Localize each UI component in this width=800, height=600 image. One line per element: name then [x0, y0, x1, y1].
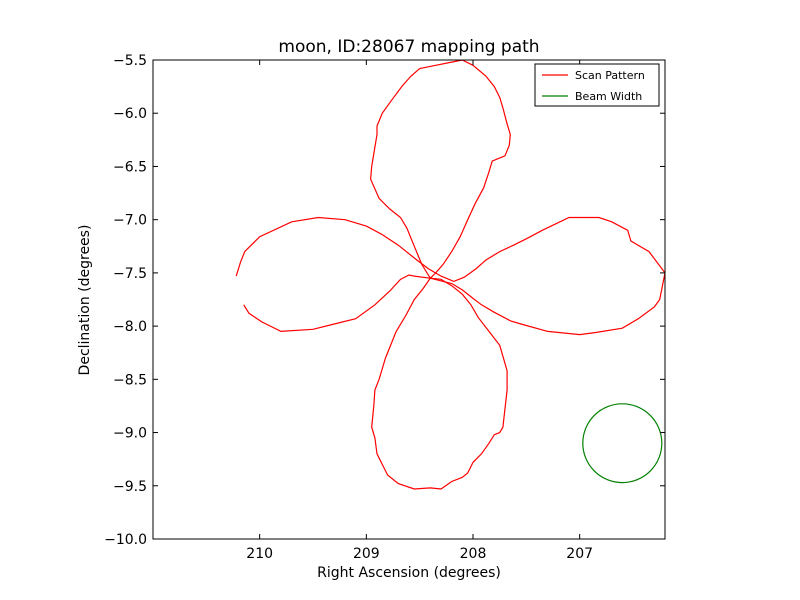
- legend-label-scan-pattern: Scan Pattern: [575, 69, 645, 82]
- y-tick-label: −5.5: [113, 53, 147, 69]
- x-tick-label: 209: [353, 546, 380, 562]
- x-axis-ticks: 210 209 208 207: [246, 60, 593, 562]
- y-tick-label: −7.0: [113, 213, 147, 229]
- beam-width-circle: [582, 403, 663, 484]
- legend: Scan Pattern Beam Width: [534, 63, 660, 107]
- y-tick-label: −8.5: [113, 372, 147, 388]
- x-tick-label: 208: [460, 546, 487, 562]
- legend-label-beam-width: Beam Width: [575, 90, 642, 103]
- y-axis-ticks: −5.5 −6.0 −6.5 −7.0 −7.5 −8.0 −8.5 −9.0 −9.5 −10.…: [104, 53, 665, 548]
- y-tick-label: −10.0: [104, 532, 147, 548]
- y-tick-label: −6.5: [113, 159, 147, 175]
- y-tick-label: −9.5: [113, 479, 147, 495]
- x-axis-label: Right Ascension (degrees): [317, 565, 501, 581]
- scan-pattern-line-1: [369, 60, 511, 279]
- legend-box: [534, 63, 660, 107]
- y-tick-label: −9.0: [113, 426, 147, 442]
- scan-pattern-line-2: [371, 277, 508, 490]
- chart-title: moon, ID:28067 mapping path: [278, 37, 539, 57]
- y-axis-label: Declination (degrees): [77, 225, 93, 376]
- y-tick-label: −8.0: [113, 319, 147, 335]
- y-tick-label: −6.0: [113, 106, 147, 122]
- y-tick-label: −7.5: [113, 266, 147, 282]
- data-layer: [235, 60, 665, 490]
- plot-frame: [152, 59, 666, 540]
- plot-area: [153, 60, 665, 539]
- x-tick-label: 207: [566, 546, 593, 562]
- x-tick-label: 210: [246, 546, 273, 562]
- scan-pattern-line-0: [235, 216, 665, 336]
